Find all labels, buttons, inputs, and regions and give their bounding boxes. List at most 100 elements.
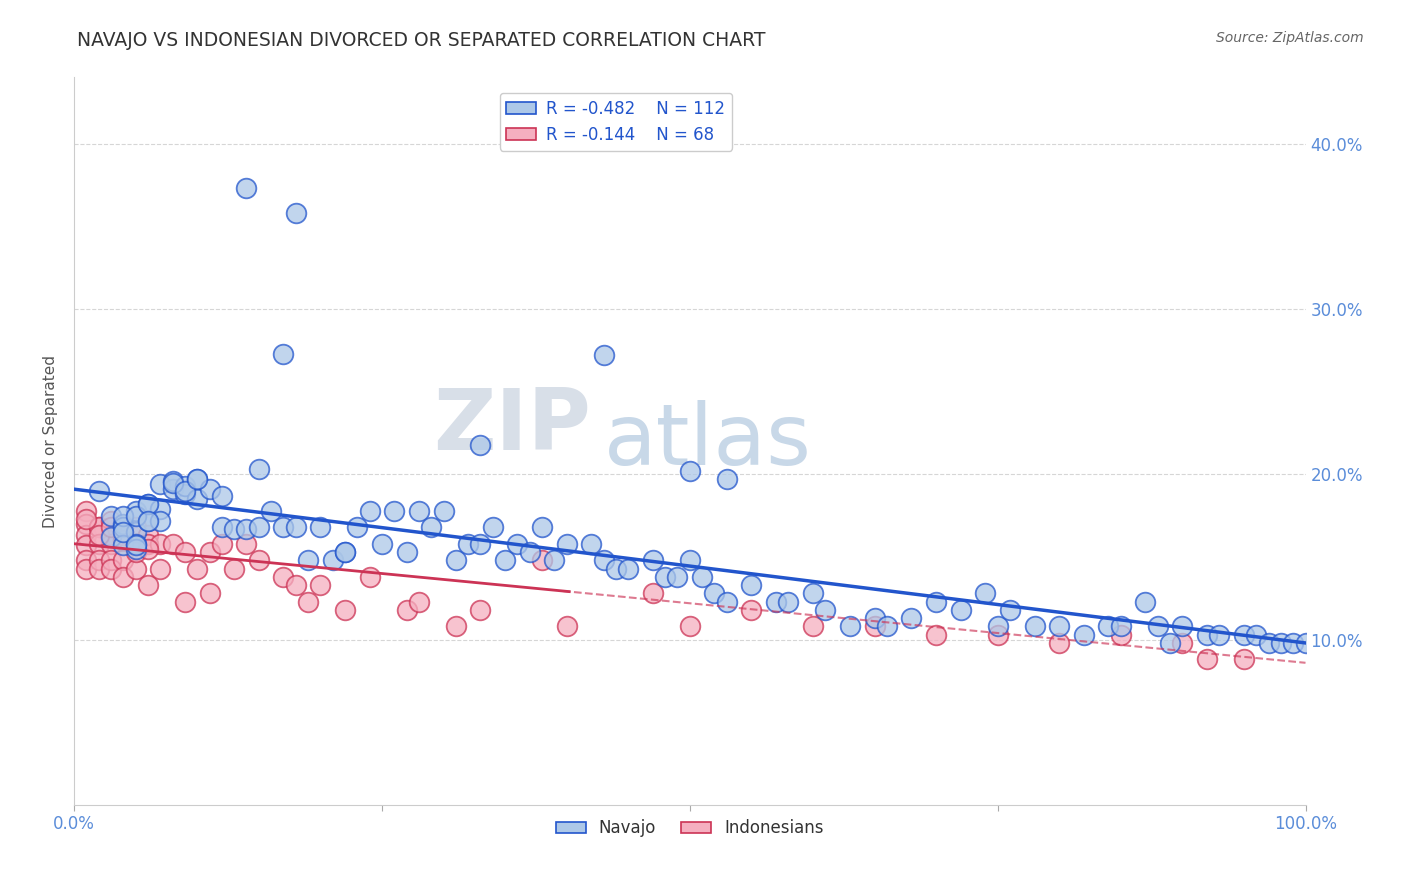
Point bbox=[224, 522, 246, 536]
Point bbox=[987, 628, 1010, 642]
Point bbox=[112, 508, 135, 523]
Point bbox=[420, 520, 443, 534]
Point bbox=[444, 619, 467, 633]
Point bbox=[470, 603, 492, 617]
Point bbox=[100, 553, 122, 567]
Point bbox=[506, 537, 529, 551]
Point bbox=[149, 514, 172, 528]
Point bbox=[87, 553, 110, 567]
Point bbox=[395, 603, 418, 617]
Text: ZIP: ZIP bbox=[433, 385, 592, 468]
Point bbox=[581, 537, 603, 551]
Point bbox=[100, 520, 122, 534]
Point bbox=[531, 520, 554, 534]
Point bbox=[359, 570, 381, 584]
Point bbox=[112, 520, 135, 534]
Legend: Navajo, Indonesians: Navajo, Indonesians bbox=[548, 813, 831, 844]
Point bbox=[149, 477, 172, 491]
Point bbox=[1047, 619, 1070, 633]
Point bbox=[322, 553, 344, 567]
Point bbox=[801, 586, 824, 600]
Point bbox=[555, 537, 578, 551]
Point bbox=[136, 528, 159, 542]
Point bbox=[100, 514, 122, 528]
Point bbox=[198, 545, 221, 559]
Point bbox=[494, 553, 516, 567]
Point bbox=[273, 570, 295, 584]
Point bbox=[1047, 636, 1070, 650]
Point bbox=[1171, 636, 1194, 650]
Point bbox=[247, 553, 270, 567]
Point bbox=[124, 561, 146, 575]
Point bbox=[778, 594, 800, 608]
Point bbox=[838, 619, 860, 633]
Point bbox=[149, 561, 172, 575]
Point bbox=[124, 545, 146, 559]
Point bbox=[382, 504, 405, 518]
Point bbox=[444, 553, 467, 567]
Point bbox=[1109, 619, 1132, 633]
Point bbox=[247, 520, 270, 534]
Point bbox=[186, 492, 208, 507]
Point bbox=[1073, 628, 1095, 642]
Point bbox=[136, 514, 159, 528]
Point bbox=[75, 561, 97, 575]
Point bbox=[112, 533, 135, 548]
Point bbox=[1233, 652, 1256, 666]
Point bbox=[1146, 619, 1168, 633]
Point bbox=[974, 586, 997, 600]
Point bbox=[112, 525, 135, 540]
Point bbox=[740, 578, 762, 592]
Point bbox=[900, 611, 922, 625]
Point bbox=[174, 487, 197, 501]
Point bbox=[1257, 636, 1279, 650]
Point bbox=[346, 520, 368, 534]
Point bbox=[112, 528, 135, 542]
Point bbox=[75, 528, 97, 542]
Point bbox=[925, 594, 948, 608]
Point bbox=[112, 570, 135, 584]
Point bbox=[1171, 619, 1194, 633]
Point bbox=[679, 619, 702, 633]
Point bbox=[395, 545, 418, 559]
Point bbox=[211, 520, 233, 534]
Point bbox=[186, 472, 208, 486]
Point bbox=[617, 561, 640, 575]
Point bbox=[297, 594, 319, 608]
Point bbox=[224, 561, 246, 575]
Point bbox=[309, 578, 332, 592]
Point bbox=[690, 570, 713, 584]
Point bbox=[260, 504, 283, 518]
Point bbox=[1233, 628, 1256, 642]
Point bbox=[124, 508, 146, 523]
Point bbox=[235, 522, 257, 536]
Point bbox=[716, 594, 738, 608]
Point bbox=[863, 611, 886, 625]
Point bbox=[531, 553, 554, 567]
Point bbox=[100, 508, 122, 523]
Point bbox=[162, 474, 184, 488]
Point bbox=[100, 528, 122, 542]
Point bbox=[1195, 652, 1218, 666]
Point bbox=[814, 603, 837, 617]
Point bbox=[211, 537, 233, 551]
Point bbox=[457, 537, 479, 551]
Point bbox=[333, 603, 356, 617]
Point bbox=[162, 537, 184, 551]
Point bbox=[1270, 636, 1292, 650]
Point bbox=[284, 206, 307, 220]
Point bbox=[75, 553, 97, 567]
Point bbox=[87, 528, 110, 542]
Point bbox=[75, 504, 97, 518]
Point bbox=[359, 504, 381, 518]
Point bbox=[1024, 619, 1046, 633]
Point bbox=[124, 525, 146, 540]
Point bbox=[149, 502, 172, 516]
Point bbox=[765, 594, 787, 608]
Point bbox=[75, 538, 97, 552]
Point bbox=[1282, 636, 1305, 650]
Point bbox=[949, 603, 972, 617]
Point bbox=[247, 462, 270, 476]
Point bbox=[87, 520, 110, 534]
Point bbox=[124, 537, 146, 551]
